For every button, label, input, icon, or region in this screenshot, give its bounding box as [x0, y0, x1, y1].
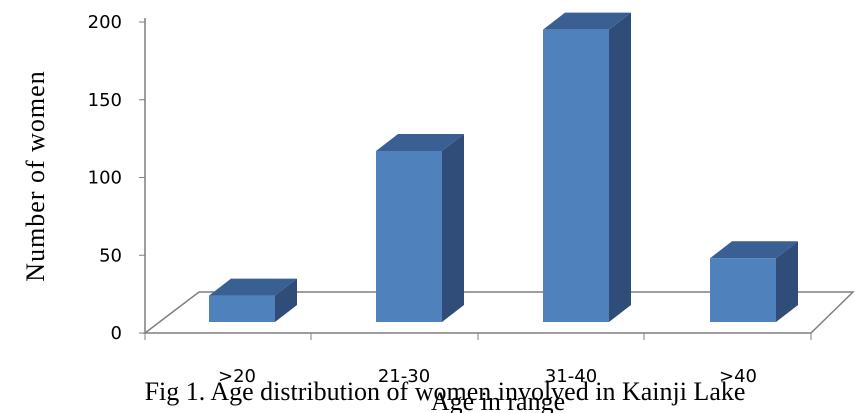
bar-top — [543, 12, 631, 30]
floor-plane — [142, 291, 855, 334]
x-tick-labels: >20 21-30 31-40 >40 — [144, 333, 812, 387]
y-tick-label: 150 — [88, 90, 122, 111]
bar-top — [376, 133, 464, 151]
bar-front — [710, 258, 776, 322]
bar-side — [442, 133, 464, 322]
y-tick-label: 0 — [111, 323, 122, 344]
bar-front — [543, 29, 609, 322]
bar — [710, 241, 798, 322]
bar — [543, 12, 631, 322]
bar — [376, 133, 464, 322]
figure-caption: Fig 1. Age distribution of women involve… — [145, 377, 746, 406]
bar — [209, 278, 297, 322]
bar-side — [609, 12, 631, 322]
bar-front — [376, 150, 442, 322]
x-axis-title: Age in range — [431, 387, 565, 413]
bar-front — [209, 295, 275, 322]
y-axis-title: Number of women — [21, 70, 50, 281]
bar-side — [776, 241, 798, 322]
y-tick-label: 100 — [88, 168, 122, 189]
x-tick-label: >20 — [218, 366, 256, 387]
bar-side — [275, 278, 297, 322]
bar-top — [710, 241, 798, 259]
y-tick-label: 50 — [99, 245, 122, 266]
y-tick-labels: 0 50 100 150 200 — [88, 12, 145, 344]
bar-top — [209, 278, 297, 296]
x-tick-label: >40 — [719, 366, 757, 387]
chart-floor — [142, 291, 855, 334]
x-tick-label: 21-30 — [378, 366, 430, 387]
x-tick-label: 31-40 — [545, 366, 597, 387]
bars — [209, 12, 798, 322]
y-tick-label: 200 — [88, 12, 122, 33]
